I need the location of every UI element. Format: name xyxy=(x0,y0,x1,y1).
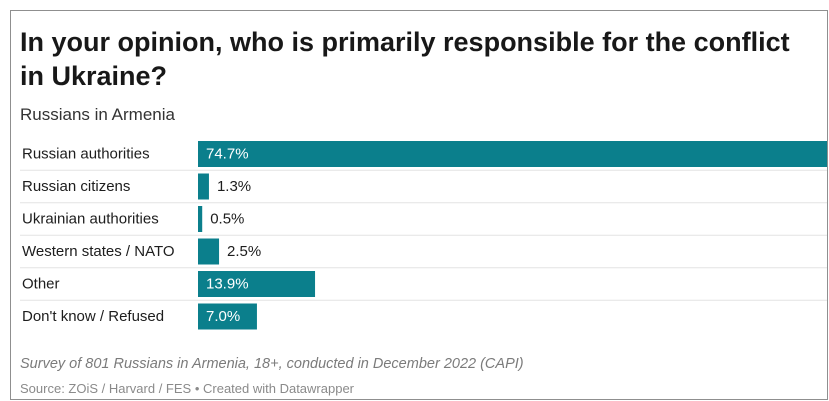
chart-subtitle: Russians in Armenia xyxy=(20,105,175,124)
chart-title: In your opinion, who is primarily respon… xyxy=(20,27,790,91)
survey-note: Survey of 801 Russians in Armenia, 18+, … xyxy=(20,356,524,372)
chart-frame xyxy=(10,10,828,400)
source-line: Source: ZOiS / Harvard / FES • Created w… xyxy=(20,381,355,396)
